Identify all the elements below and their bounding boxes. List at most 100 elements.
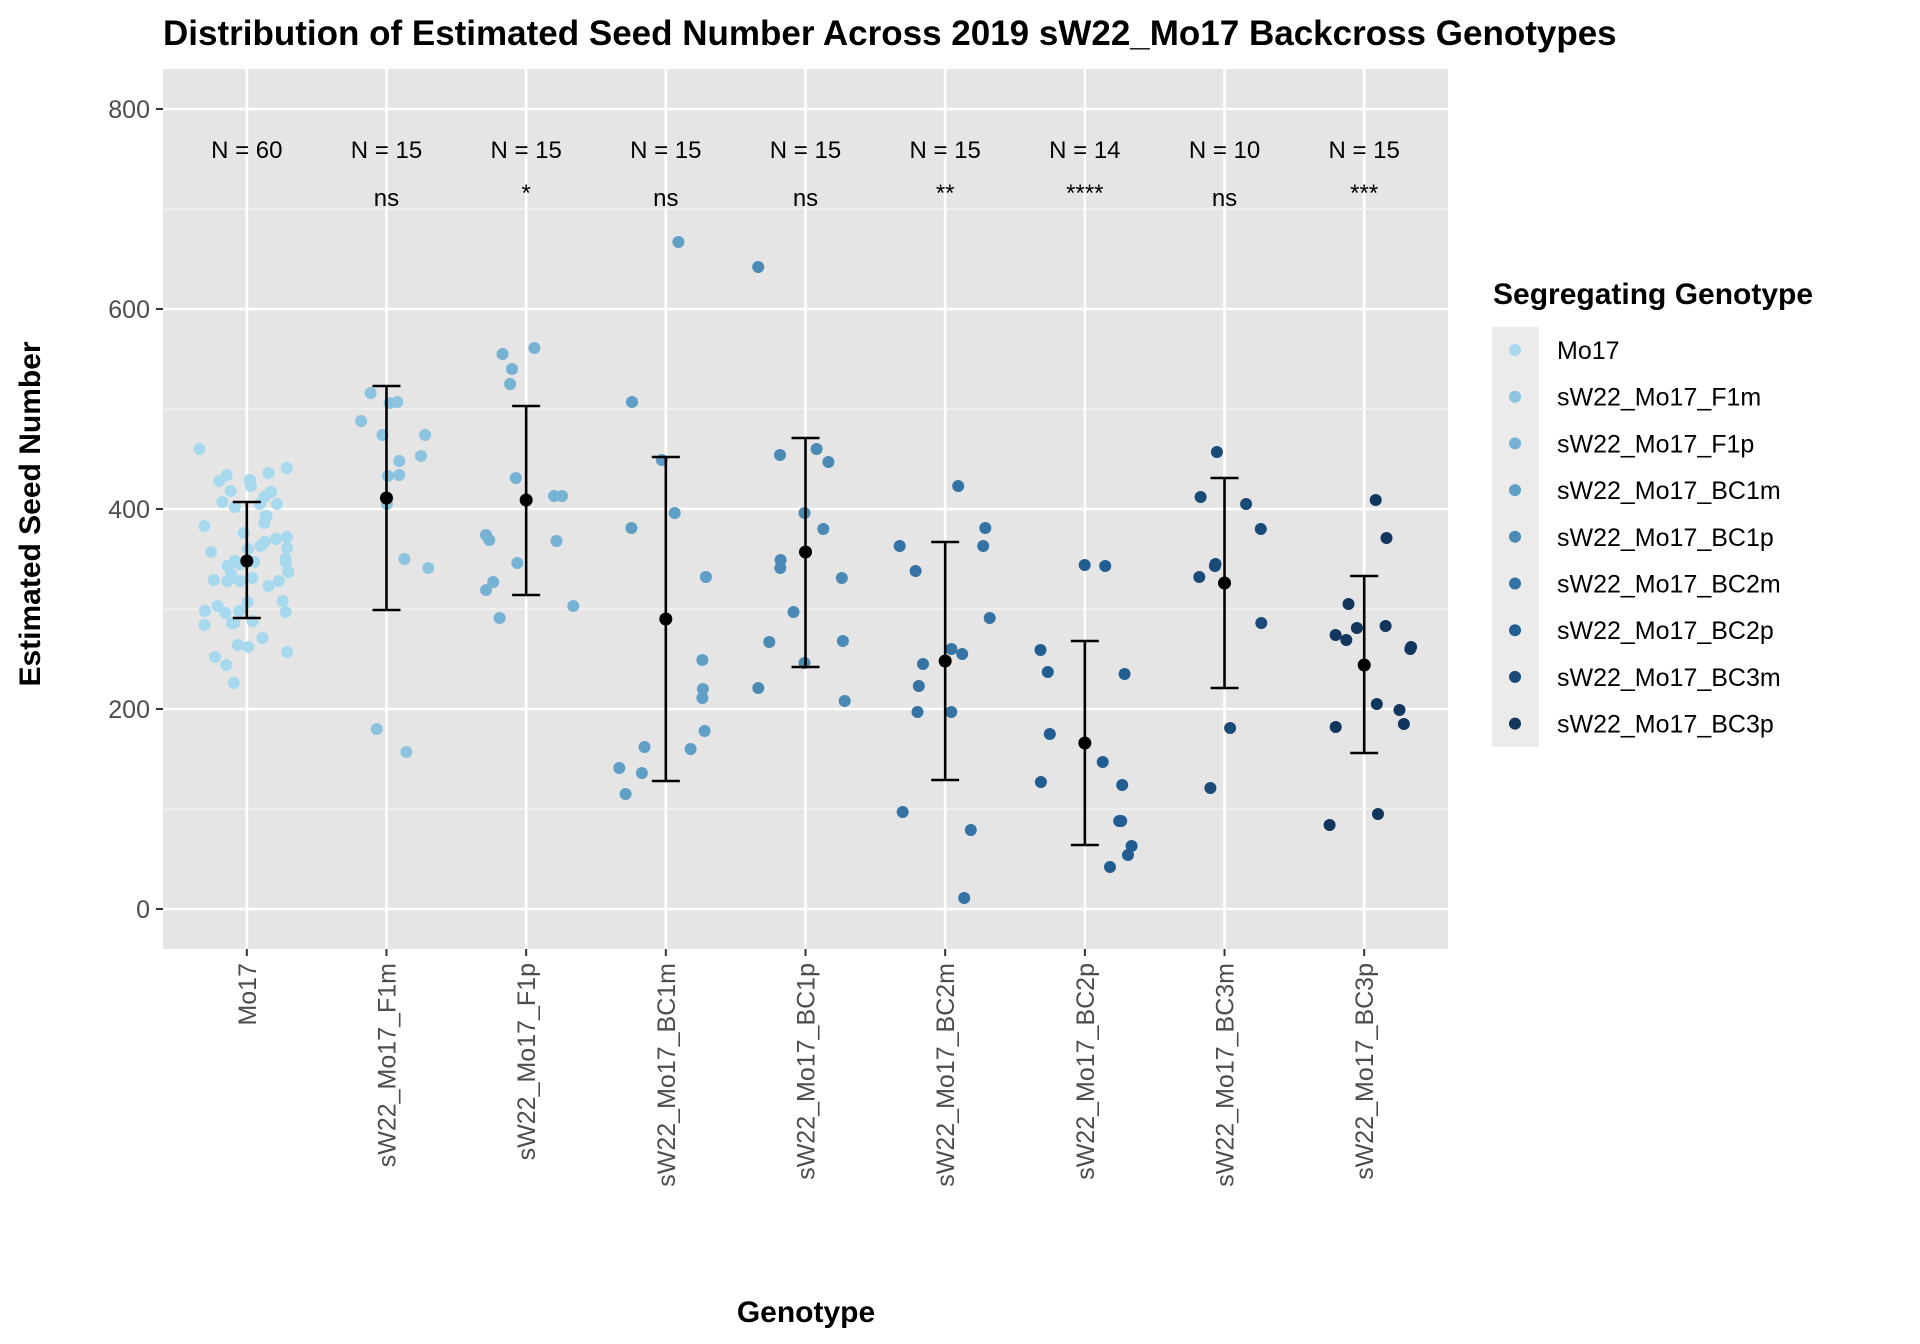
data-point [480, 529, 492, 541]
significance-label: * [521, 180, 530, 207]
data-point [668, 507, 681, 519]
n-label: N = 60 [211, 137, 282, 164]
data-point [258, 517, 271, 529]
data-point [370, 723, 383, 735]
data-point [774, 449, 786, 461]
legend-item: sW22_Mo17_BC3p [1509, 711, 1774, 739]
data-point [1340, 634, 1353, 646]
data-point [1122, 849, 1134, 861]
mean-point [1078, 736, 1092, 750]
data-point [364, 387, 377, 399]
data-point [977, 540, 990, 552]
data-point [279, 553, 292, 565]
data-point [1255, 617, 1268, 629]
legend: Segregating Genotype Mo17 sW22_Mo17_F1m sW… [1492, 278, 1813, 747]
data-point [752, 682, 765, 694]
x-tick-label: sW22_Mo17_BC1m [653, 963, 681, 1187]
data-point [1104, 861, 1116, 873]
legend-key-dot [1509, 717, 1521, 730]
data-point [511, 557, 524, 569]
data-point [917, 658, 929, 670]
data-point [1224, 722, 1237, 734]
data-point [391, 396, 404, 408]
data-point [699, 571, 712, 583]
data-point [1043, 728, 1056, 740]
y-axis: 0 200 400 600 800 [108, 96, 163, 924]
data-point [480, 584, 493, 596]
significance-label: **** [1066, 180, 1103, 207]
mean-error-bars [232, 384, 1379, 847]
data-point [226, 617, 238, 629]
data-point [909, 565, 922, 577]
legend-item: sW22_Mo17_BC3m [1509, 664, 1781, 692]
x-tick-label: sW22_Mo17_BC2p [1072, 963, 1100, 1180]
data-point [231, 639, 244, 651]
data-point [224, 485, 237, 497]
significance-label: ns [1212, 185, 1237, 212]
data-point [1194, 491, 1207, 503]
data-point [550, 535, 563, 547]
legend-item: sW22_Mo17_BC1p [1509, 524, 1774, 552]
data-point [1193, 571, 1206, 583]
data-point [198, 520, 211, 532]
data-point [684, 743, 697, 755]
data-point [956, 648, 969, 660]
legend-label: Mo17 [1557, 337, 1620, 365]
data-point [698, 725, 711, 737]
data-point [619, 788, 632, 800]
data-point [272, 575, 285, 587]
data-point [282, 566, 295, 578]
annotations: N = 60 N = 15 ns N = 15 * N = 15 ns N = 15 ns N =… [211, 137, 1400, 212]
x-tick-label: sW22_Mo17_BC3p [1351, 963, 1379, 1180]
data-point [270, 498, 283, 510]
legend-key-dot [1509, 484, 1521, 497]
data-point [1323, 819, 1336, 831]
data-point [253, 498, 266, 510]
n-label: N = 10 [1189, 137, 1260, 164]
data-point [415, 450, 427, 462]
legend-item: sW22_Mo17_F1m [1509, 384, 1761, 412]
data-point [817, 523, 830, 535]
mean-point [659, 612, 673, 626]
data-point [221, 560, 234, 572]
data-point [787, 606, 800, 618]
legend-label: sW22_Mo17_BC1m [1557, 477, 1781, 505]
legend-label: sW22_Mo17_F1p [1557, 430, 1754, 458]
data-point [1096, 756, 1109, 768]
mean-point [379, 491, 393, 505]
data-point [254, 540, 267, 552]
n-label: N = 15 [770, 137, 841, 164]
data-point [567, 600, 580, 612]
data-point [528, 342, 541, 354]
data-point [958, 892, 971, 904]
data-point [1125, 840, 1138, 852]
data-point [1329, 629, 1342, 641]
mean-point [799, 545, 812, 559]
data-point [638, 741, 651, 753]
legend-label: sW22_Mo17_BC3p [1557, 711, 1774, 739]
data-point [509, 472, 522, 484]
data-point [211, 600, 224, 612]
mean-point [938, 654, 952, 668]
data-point [983, 612, 996, 624]
data-point [945, 706, 958, 718]
data-point [398, 553, 411, 565]
y-tick-label: 400 [108, 496, 150, 524]
data-point [911, 706, 924, 718]
data-point [219, 607, 232, 619]
legend-label: sW22_Mo17_BC2m [1557, 571, 1781, 599]
legend-item: sW22_Mo17_F1p [1509, 430, 1754, 458]
data-point [696, 683, 709, 695]
legend-label: sW22_Mo17_BC3m [1557, 664, 1781, 692]
data-point [256, 632, 269, 644]
n-label: N = 15 [1329, 137, 1400, 164]
y-axis-title: Estimated Seed Number [14, 341, 47, 686]
data-point [228, 501, 241, 513]
mean-point [519, 493, 533, 507]
legend-key-dot [1509, 530, 1521, 543]
chart-title: Distribution of Estimated Seed Number Ac… [163, 14, 1617, 53]
data-point [1372, 808, 1384, 820]
data-point [1204, 782, 1217, 794]
significance-label: ** [936, 180, 955, 207]
